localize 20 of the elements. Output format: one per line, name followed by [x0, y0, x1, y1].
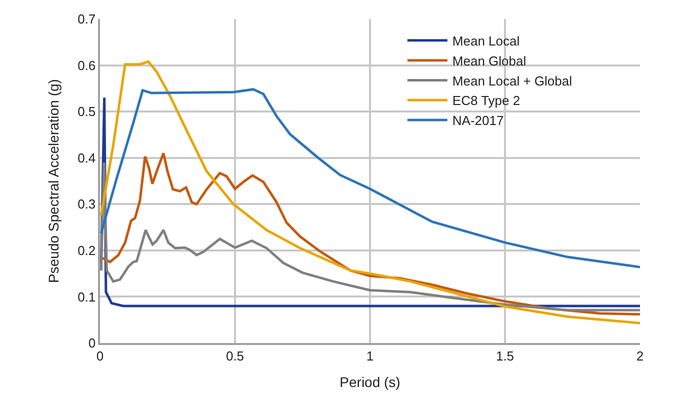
y-tick-label: 0.5	[78, 104, 96, 120]
y-tick-label: 0.4	[78, 150, 96, 166]
y-tick-label: 0.3	[78, 196, 96, 212]
legend-label: Mean Global	[452, 53, 526, 68]
line-series	[100, 88, 640, 268]
y-tick-label: 0.1	[78, 289, 96, 304]
x-tick-label: 1.5	[496, 348, 514, 364]
y-axis-title: Pseudo Spectral Acceleration (g)	[46, 79, 62, 283]
legend-label: EC8 Type 2	[452, 93, 520, 108]
y-tick-label: 0.6	[78, 58, 96, 73]
x-axis-title: Period (s)	[340, 374, 400, 390]
legend-label: Mean Local + Global	[452, 73, 572, 88]
legend-label: NA-2017	[452, 113, 504, 128]
y-tick-label: 0.7	[78, 12, 96, 27]
x-tick-label: 0.5	[226, 348, 244, 364]
y-tick-label: 0.2	[78, 242, 96, 258]
legend-label: Mean Local	[452, 34, 520, 48]
y-tick-label: 0	[88, 336, 96, 351]
x-tick-label: 2	[636, 348, 644, 364]
x-tick-label: 1	[366, 348, 374, 364]
